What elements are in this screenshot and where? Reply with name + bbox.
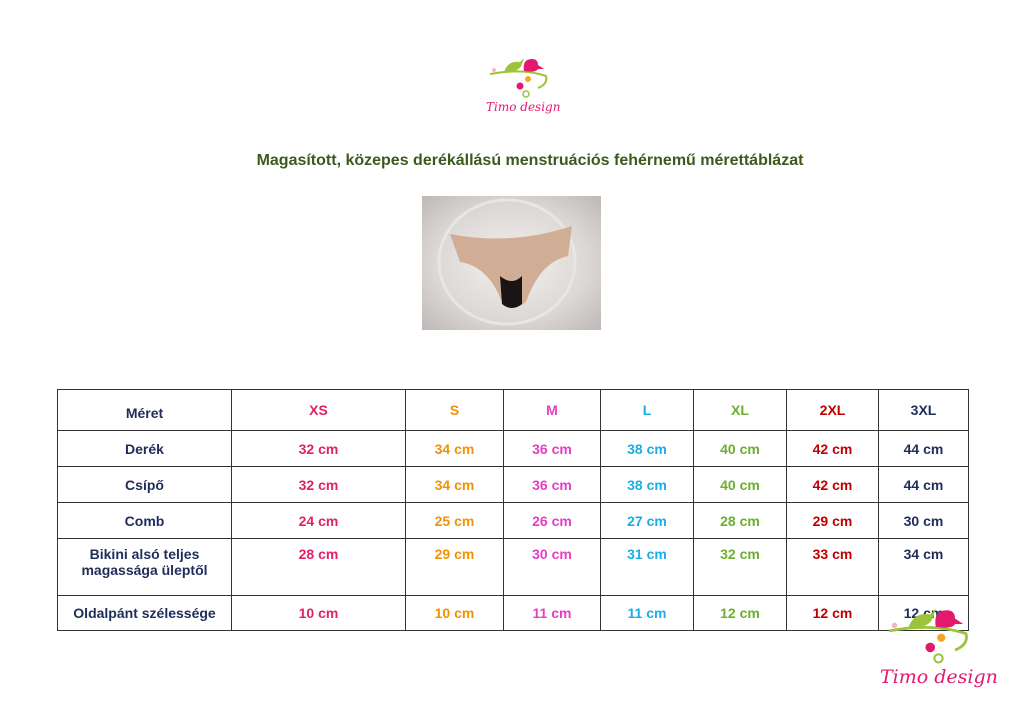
table-row: Comb 24 cm 25 cm 26 cm 27 cm 28 cm 29 cm 30 cm [57, 502, 969, 539]
size-header: L [600, 389, 694, 431]
table-row: Bikini alsó teljes magassága üleptől 28 c… [57, 538, 969, 596]
size-cell: 34 cm [405, 430, 504, 467]
size-cell: 27 cm [600, 502, 694, 539]
size-cell: 12 cm [786, 595, 879, 631]
size-cell: 40 cm [693, 466, 787, 503]
row-label: Csípő [57, 466, 232, 503]
size-cell: 12 cm [693, 595, 787, 631]
size-cell: 34 cm [878, 538, 969, 596]
size-cell: 40 cm [693, 430, 787, 467]
size-cell: 38 cm [600, 466, 694, 503]
brand-name-bottom: Timo design [880, 666, 998, 688]
size-cell: 36 cm [503, 430, 601, 467]
size-cell: 25 cm [405, 502, 504, 539]
logo-top: Timo design [482, 52, 562, 120]
size-cell: 44 cm [878, 466, 969, 503]
size-header: M [503, 389, 601, 431]
size-cell: 34 cm [405, 466, 504, 503]
size-cell: 30 cm [878, 502, 969, 539]
row-label: Méret [57, 389, 232, 431]
size-cell: 38 cm [600, 430, 694, 467]
size-header: XL [693, 389, 787, 431]
size-header: 3XL [878, 389, 969, 431]
size-header: XS [231, 389, 406, 431]
size-cell: 32 cm [231, 466, 406, 503]
size-table: Méret XS S M L XL 2XL 3XL Derék 32 cm 34 cm 36 cm 38… [57, 389, 969, 631]
size-cell: 42 cm [786, 466, 879, 503]
row-label: Derék [57, 430, 232, 467]
row-label: Bikini alsó teljes magassága üleptől [57, 538, 232, 596]
size-cell: 10 cm [405, 595, 504, 631]
size-cell: 24 cm [231, 502, 406, 539]
size-cell: 36 cm [503, 466, 601, 503]
size-cell: 33 cm [786, 538, 879, 596]
row-label: Oldalpánt szélessége [57, 595, 232, 631]
size-header: S [405, 389, 504, 431]
size-cell: 10 cm [231, 595, 406, 631]
size-cell: 30 cm [503, 538, 601, 596]
size-cell: 32 cm [693, 538, 787, 596]
size-cell: 31 cm [600, 538, 694, 596]
size-header: 2XL [786, 389, 879, 431]
page-title: Magasított, közepes derékállású menstruá… [256, 152, 804, 169]
size-cell: 26 cm [503, 502, 601, 539]
table-row: Oldalpánt szélessége 10 cm 10 cm 11 cm 11 cm… [57, 595, 969, 631]
size-cell: 11 cm [600, 595, 694, 631]
size-cell: 28 cm [693, 502, 787, 539]
size-cell: 28 cm [231, 538, 406, 596]
size-cell: 32 cm [231, 430, 406, 467]
header-row: Méret XS S M L XL 2XL 3XL [57, 389, 969, 431]
size-cell: 29 cm [786, 502, 879, 539]
size-cell: 29 cm [405, 538, 504, 596]
size-cell: 44 cm [878, 430, 969, 467]
product-photo [422, 196, 601, 330]
row-label: Comb [57, 502, 232, 539]
brand-name: Timo design [486, 100, 561, 114]
table-row: Derék 32 cm 34 cm 36 cm 38 cm 40 cm 42 cm 44 cm [57, 430, 969, 467]
size-cell: 42 cm [786, 430, 879, 467]
table-row: Csípő 32 cm 34 cm 36 cm 38 cm 40 cm 42 cm 44 cm [57, 466, 969, 503]
size-cell: 11 cm [503, 595, 601, 631]
logo-bottom: Timo design [878, 600, 998, 700]
